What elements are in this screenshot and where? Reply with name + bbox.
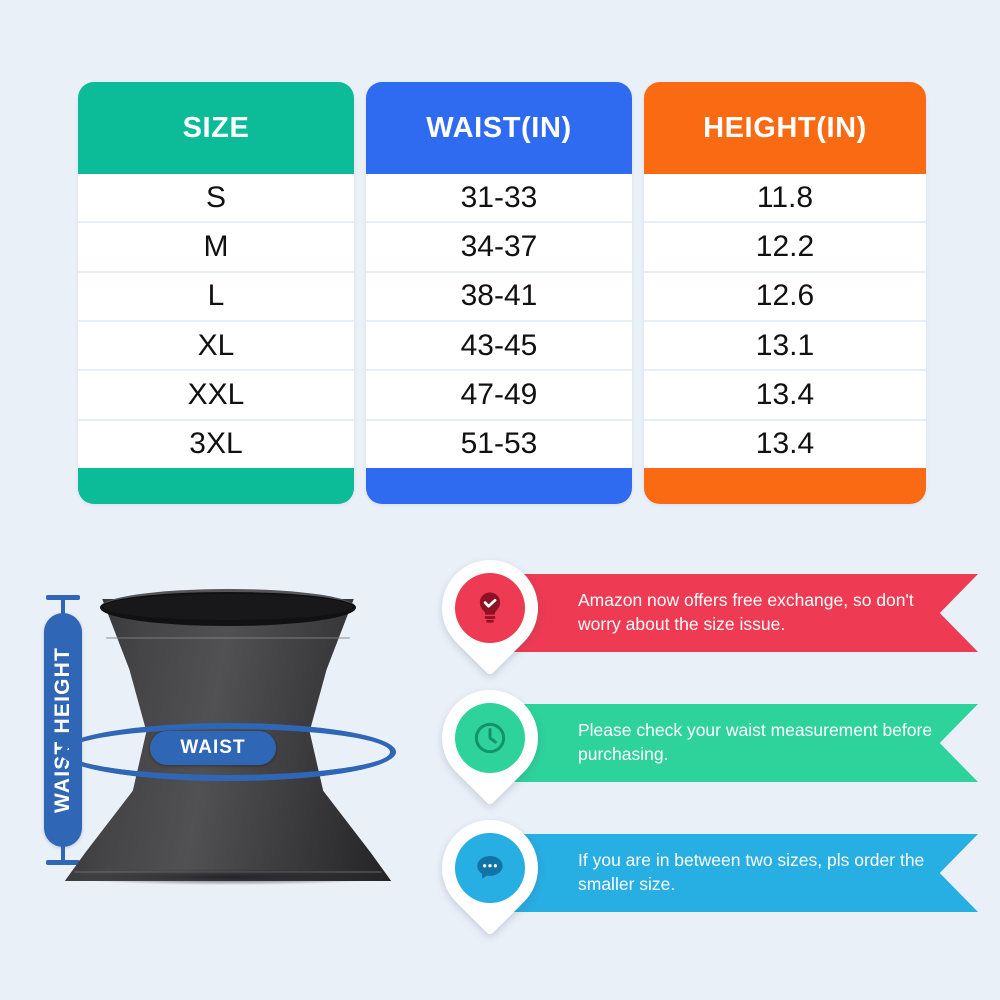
table-cell: 34-37 — [366, 223, 632, 273]
callout-pin — [422, 800, 558, 936]
measure-stem-bottom — [61, 843, 65, 865]
callout-item: Please check your waist measurement befo… — [422, 670, 980, 806]
table-cell: XXL — [78, 371, 354, 421]
callout-pin — [422, 540, 558, 676]
callout-pin — [422, 670, 558, 806]
table-cell: 12.6 — [644, 272, 926, 322]
callout-banner: Please check your waist measurement befo… — [500, 704, 978, 782]
table-cell: 3XL — [78, 420, 354, 468]
table-cell: 13.1 — [644, 321, 926, 372]
table-column-waist: WAIST(IN) 31-33 34-37 38-41 43-45 47-49 … — [366, 82, 632, 504]
callout-item: If you are in between two sizes, pls ord… — [422, 800, 980, 936]
column-footer-height — [644, 468, 926, 504]
column-header-waist: WAIST(IN) — [366, 82, 632, 174]
callout-banner: Amazon now offers free exchange, so don'… — [500, 574, 978, 652]
waist-height-badge: WAIST HEIGHT — [44, 613, 82, 847]
measure-tick-bottom — [46, 860, 80, 865]
chat-bubble-icon — [455, 833, 525, 903]
waist-trainer-image: WAIST — [58, 585, 398, 885]
column-footer-waist — [366, 468, 632, 504]
trainer-base-shadow — [68, 869, 388, 885]
table-cell: 13.4 — [644, 371, 926, 421]
table-cell: 31-33 — [366, 174, 632, 224]
waist-badge: WAIST — [150, 731, 276, 765]
table-cell: XL — [78, 321, 354, 372]
clock-icon — [455, 703, 525, 773]
table-cell: 51-53 — [366, 420, 632, 468]
column-body-size: S M L XL XXL 3XL — [78, 174, 354, 468]
table-cell: 47-49 — [366, 371, 632, 421]
product-illustration: WAIST HEIGHT WAIST — [18, 565, 418, 985]
callout-item: Amazon now offers free exchange, so don'… — [422, 540, 980, 676]
waist-height-measure: WAIST HEIGHT — [40, 595, 86, 865]
trainer-top-rim-inner — [104, 594, 352, 620]
callout-text: Amazon now offers free exchange, so don'… — [578, 590, 914, 634]
table-column-height: HEIGHT(IN) 11.8 12.2 12.6 13.1 13.4 13.4 — [644, 82, 926, 504]
waist-measure-ring-front — [60, 723, 396, 781]
column-footer-size — [78, 468, 354, 504]
table-cell: 38-41 — [366, 272, 632, 322]
table-column-size: SIZE S M L XL XXL 3XL — [78, 82, 354, 504]
column-header-height: HEIGHT(IN) — [644, 82, 926, 174]
callout-text: Please check your waist measurement befo… — [578, 720, 933, 764]
callout-list: Amazon now offers free exchange, so don'… — [422, 540, 980, 978]
column-body-height: 11.8 12.2 12.6 13.1 13.4 13.4 — [644, 174, 926, 468]
measure-stem-top — [61, 595, 65, 617]
table-cell: 11.8 — [644, 174, 926, 224]
trainer-seam-top — [106, 637, 350, 639]
column-body-waist: 31-33 34-37 38-41 43-45 47-49 51-53 — [366, 174, 632, 468]
column-header-size: SIZE — [78, 82, 354, 174]
lightbulb-check-icon — [455, 573, 525, 643]
callout-banner: If you are in between two sizes, pls ord… — [500, 834, 978, 912]
table-cell: M — [78, 223, 354, 273]
table-cell: S — [78, 174, 354, 224]
table-cell: 43-45 — [366, 321, 632, 372]
table-cell: 12.2 — [644, 223, 926, 273]
size-chart-table: SIZE S M L XL XXL 3XL WAIST(IN) 31-33 34… — [78, 82, 930, 504]
table-cell: L — [78, 272, 354, 322]
table-cell: 13.4 — [644, 420, 926, 468]
callout-text: If you are in between two sizes, pls ord… — [578, 850, 925, 894]
